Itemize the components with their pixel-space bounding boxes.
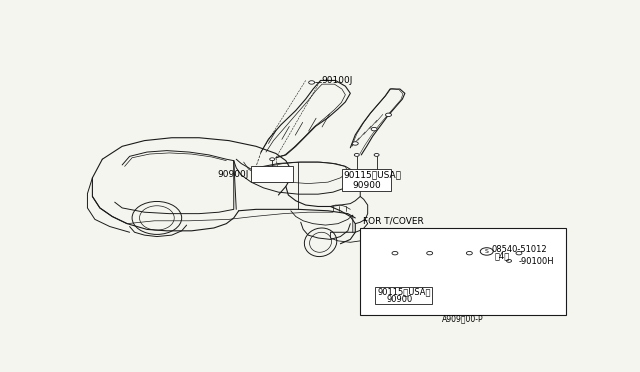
Bar bbox=[375, 287, 432, 304]
Text: 90900: 90900 bbox=[353, 181, 381, 190]
Text: 〈4〉: 〈4〉 bbox=[494, 251, 509, 260]
Circle shape bbox=[371, 128, 377, 131]
Circle shape bbox=[392, 251, 398, 255]
Circle shape bbox=[308, 81, 315, 84]
Bar bbox=[360, 228, 566, 315]
Circle shape bbox=[480, 248, 493, 255]
Text: 90900: 90900 bbox=[386, 295, 412, 304]
Text: 90115〈USA〉: 90115〈USA〉 bbox=[343, 171, 401, 180]
Text: S: S bbox=[484, 249, 489, 254]
Circle shape bbox=[506, 260, 511, 262]
Circle shape bbox=[427, 251, 433, 255]
Bar bbox=[342, 169, 392, 191]
Text: 90900J: 90900J bbox=[217, 170, 248, 179]
Text: A909　00-P: A909 00-P bbox=[442, 315, 484, 324]
Circle shape bbox=[385, 113, 392, 116]
Text: 08540-51012: 08540-51012 bbox=[492, 245, 547, 254]
Circle shape bbox=[467, 251, 472, 255]
Text: 90100J: 90100J bbox=[321, 76, 353, 85]
Circle shape bbox=[269, 158, 275, 161]
Circle shape bbox=[516, 251, 522, 255]
Bar bbox=[251, 166, 293, 182]
Text: FOR T/COVER: FOR T/COVER bbox=[363, 216, 424, 225]
Circle shape bbox=[374, 154, 379, 156]
Text: -90100H: -90100H bbox=[519, 257, 555, 266]
Text: 90115〈USA〉: 90115〈USA〉 bbox=[378, 287, 431, 296]
Circle shape bbox=[355, 154, 359, 156]
Circle shape bbox=[352, 142, 358, 145]
